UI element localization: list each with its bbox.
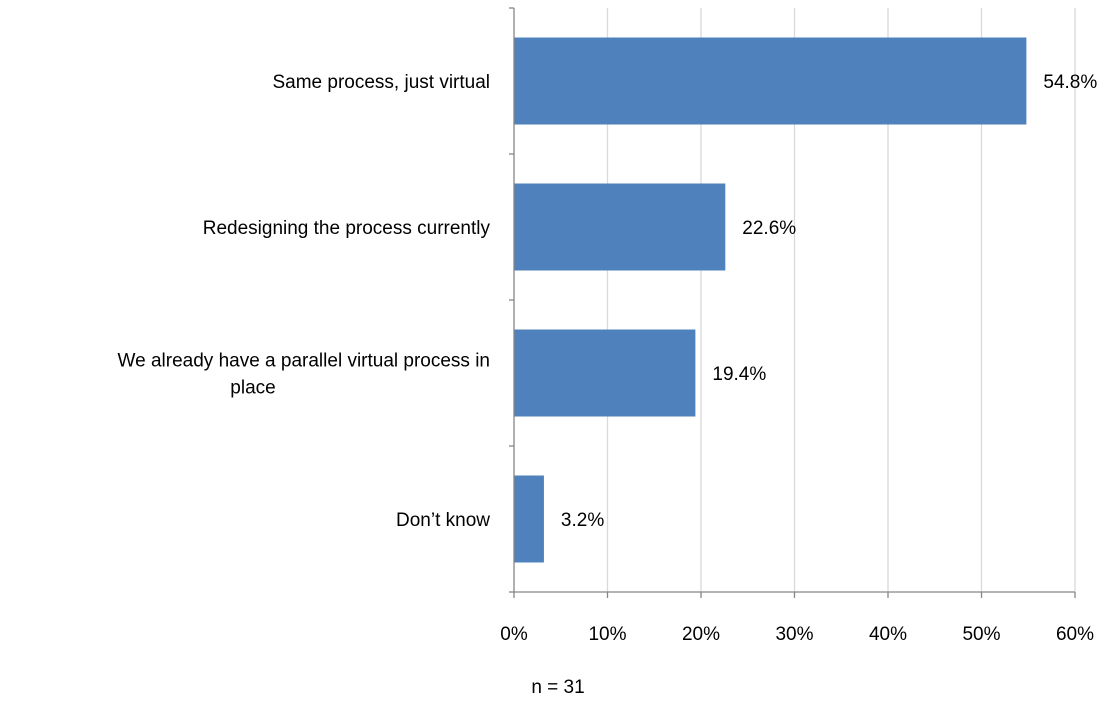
sample-size-note: n = 31 xyxy=(531,677,585,698)
bar xyxy=(514,37,1027,125)
data-label: 3.2% xyxy=(561,510,604,531)
x-tick-label: 0% xyxy=(500,624,528,645)
bar xyxy=(514,475,544,563)
data-label: 54.8% xyxy=(1043,72,1097,93)
x-tick-label: 20% xyxy=(682,624,720,645)
x-tick-label: 50% xyxy=(962,624,1000,645)
x-tick-label: 30% xyxy=(775,624,813,645)
data-label: 19.4% xyxy=(712,364,766,385)
category-label: We already have a parallel virtual proce… xyxy=(118,351,490,399)
x-tick-label: 60% xyxy=(1056,624,1094,645)
x-tick-labels: 0% 10% 20% 30% 40% 50% 60% xyxy=(500,624,1094,645)
bars xyxy=(514,37,1027,563)
data-label: 22.6% xyxy=(742,218,796,239)
bar xyxy=(514,329,696,417)
x-tick-label: 10% xyxy=(588,624,626,645)
category-label: Don’t know xyxy=(396,510,490,531)
axes xyxy=(509,7,1076,598)
bar xyxy=(514,183,726,271)
category-label: Redesigning the process currently xyxy=(203,218,491,239)
category-label: Same process, just virtual xyxy=(272,72,490,93)
data-labels: 54.8% 22.6% 19.4% 3.2% xyxy=(561,72,1097,531)
category-labels: Same process, just virtual Redesigning th… xyxy=(118,72,491,531)
x-tick-label: 40% xyxy=(869,624,907,645)
